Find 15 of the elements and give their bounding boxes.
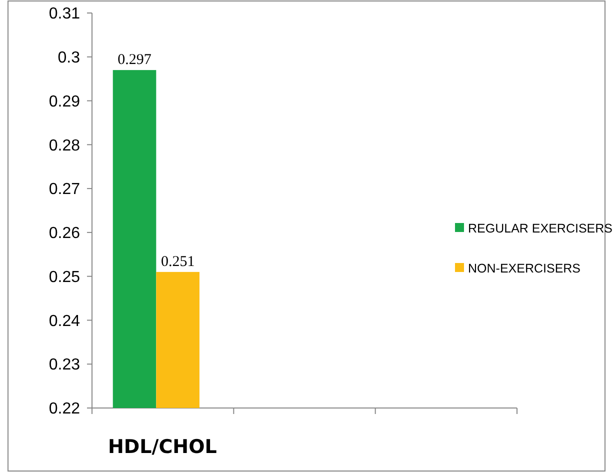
- data-label: 0.251: [160, 254, 195, 270]
- y-tick-label: 0.27: [48, 181, 80, 198]
- y-tick-label: 0.23: [48, 356, 80, 374]
- y-tick-label: 0.24: [48, 312, 80, 330]
- y-tick-label: 0.25: [48, 268, 80, 286]
- x-axis-title: HDL/CHOL: [108, 436, 217, 458]
- legend-label: REGULAR EXERCISERS: [468, 221, 612, 236]
- data-label: 0.297: [118, 52, 152, 68]
- legend-label: NON-EXERCISERS: [468, 261, 581, 276]
- y-tick-label: 0.31: [48, 6, 80, 23]
- y-tick-label: 0.29: [48, 93, 80, 110]
- y-tick-label: 0.22: [48, 400, 80, 418]
- y-tick-label: 0.28: [48, 137, 80, 154]
- y-tick-label: 0.3: [58, 49, 80, 66]
- y-tick-label: 0.26: [48, 225, 80, 242]
